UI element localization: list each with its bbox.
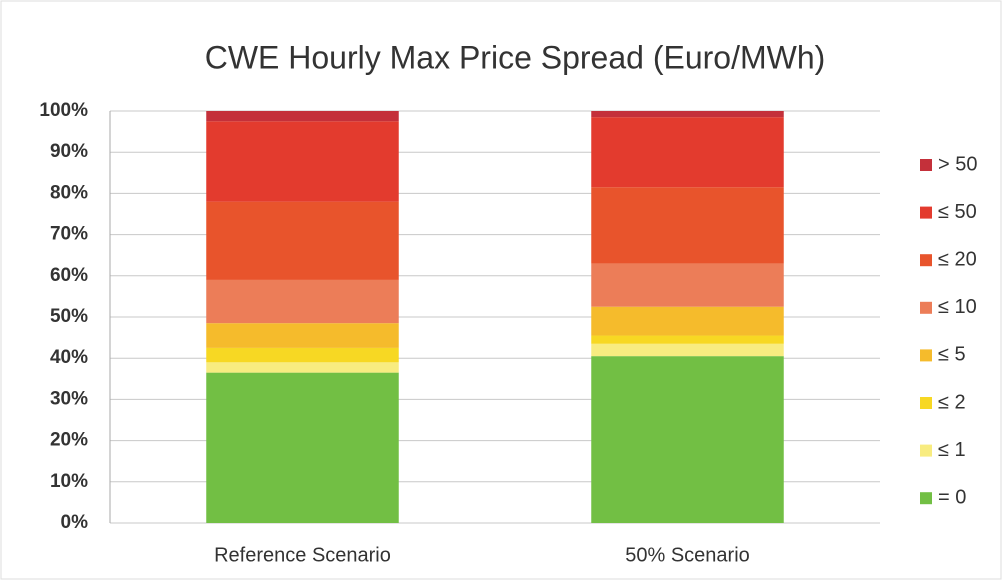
bar-segment [206,111,399,122]
x-tick-label: Reference Scenario [214,544,391,566]
legend-swatch [920,397,932,409]
legend-swatch [920,301,932,314]
bar-segment [206,121,399,202]
legend-swatch [920,206,932,219]
bar-segment [591,343,784,357]
y-tick-label: 50% [50,306,88,327]
bar-segment [206,323,399,348]
y-tick-label: 80% [50,182,88,203]
legend-swatch [920,254,932,267]
legend-label: ≤ 5 [938,344,966,366]
legend-label: > 50 [938,153,977,175]
y-tick-label: 20% [50,430,88,451]
bar-segment [591,263,784,307]
bar-segment [591,111,784,118]
legend-label: ≤ 20 [938,248,977,270]
legend-swatch [920,444,932,457]
y-tick-label: 30% [50,388,88,409]
legend-label: ≤ 2 [938,391,966,413]
bar-segment [591,187,784,264]
bar-segment [591,335,784,344]
y-tick-label: 10% [50,471,88,492]
legend-label: ≤ 10 [938,296,977,318]
legend-label: ≤ 50 [938,201,977,223]
legend-label: = 0 [938,486,966,508]
y-tick-label: 60% [50,265,88,286]
x-tick-label: 50% Scenario [625,544,750,566]
y-tick-label: 100% [39,100,88,121]
bar-segment [591,117,784,188]
bar-segment [591,356,784,523]
chart-title: CWE Hourly Max Price Spread (Euro/MWh) [205,39,826,75]
bar-segment [206,279,399,324]
bar-segment [206,362,399,373]
bar-segment [591,306,784,336]
legend-swatch [920,349,932,362]
y-tick-label: 40% [50,347,88,368]
legend-label: ≤ 1 [938,439,966,461]
y-tick-label: 0% [61,512,89,533]
legend-swatch [920,159,932,171]
legend-swatch [920,492,932,505]
y-tick-label: 70% [50,224,88,245]
bar-segment [206,201,399,280]
y-tick-label: 90% [50,141,88,162]
bar-segment [206,347,399,363]
bar-segment [206,372,399,523]
